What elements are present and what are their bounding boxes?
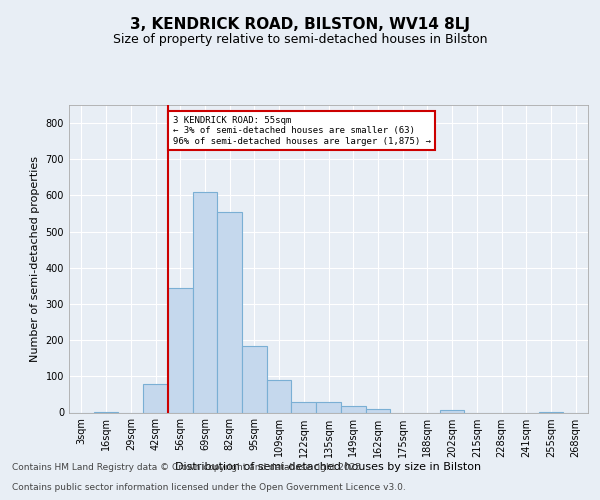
Bar — [316, 402, 341, 412]
Bar — [242, 346, 267, 412]
Bar — [341, 406, 365, 412]
Text: Size of property relative to semi-detached houses in Bilston: Size of property relative to semi-detach… — [113, 32, 487, 46]
Bar — [440, 410, 464, 412]
X-axis label: Distribution of semi-detached houses by size in Bilston: Distribution of semi-detached houses by … — [175, 462, 482, 472]
Bar — [168, 288, 193, 412]
Bar — [365, 409, 390, 412]
Text: Contains public sector information licensed under the Open Government Licence v3: Contains public sector information licen… — [12, 484, 406, 492]
Bar — [292, 402, 316, 412]
Text: 3 KENDRICK ROAD: 55sqm
← 3% of semi-detached houses are smaller (63)
96% of semi: 3 KENDRICK ROAD: 55sqm ← 3% of semi-deta… — [173, 116, 431, 146]
Bar — [217, 212, 242, 412]
Bar — [267, 380, 292, 412]
Bar — [193, 192, 217, 412]
Y-axis label: Number of semi-detached properties: Number of semi-detached properties — [30, 156, 40, 362]
Bar — [143, 384, 168, 412]
Text: 3, KENDRICK ROAD, BILSTON, WV14 8LJ: 3, KENDRICK ROAD, BILSTON, WV14 8LJ — [130, 18, 470, 32]
Text: Contains HM Land Registry data © Crown copyright and database right 2025.: Contains HM Land Registry data © Crown c… — [12, 464, 364, 472]
